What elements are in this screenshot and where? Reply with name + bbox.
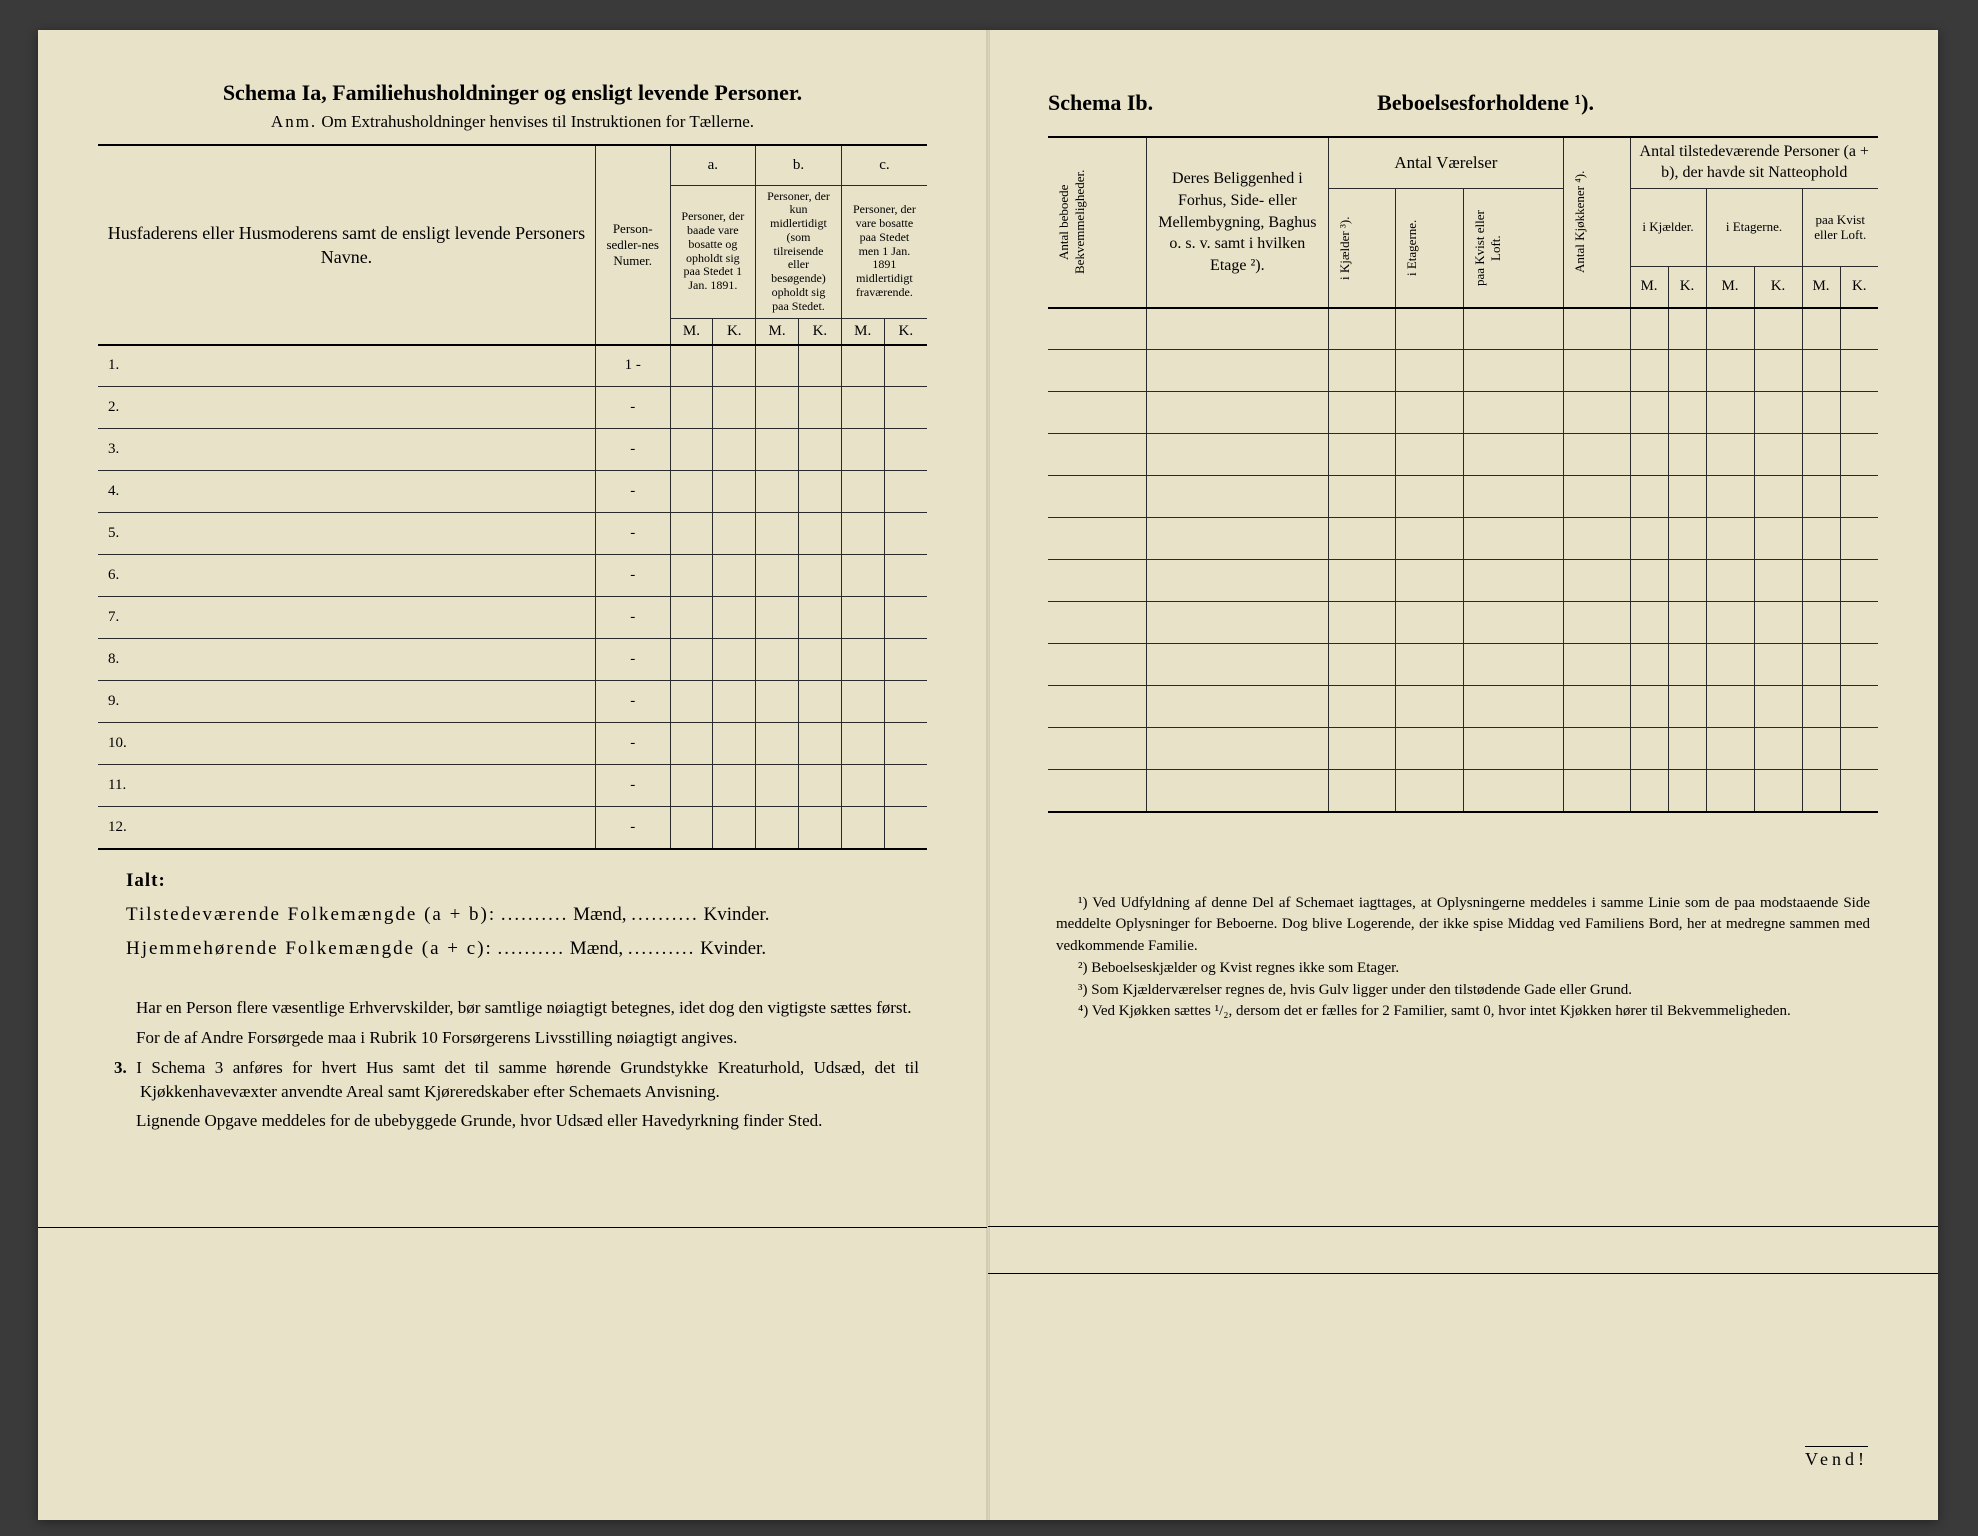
horizontal-rule-artifact-right-2: [988, 1273, 1938, 1274]
personsedler-cell: 1 -: [595, 345, 670, 387]
col-names: Husfaderens eller Husmoderens samt de en…: [98, 145, 595, 345]
personsedler-cell: -: [595, 597, 670, 639]
row-number: 6.: [98, 555, 595, 597]
personsedler-cell: -: [595, 681, 670, 723]
col-antal-vaerelser: Antal Værelser: [1329, 137, 1564, 188]
row-number: 5.: [98, 513, 595, 555]
table-row: 10.-: [98, 723, 927, 765]
row-number: 8.: [98, 639, 595, 681]
table-row: [1048, 308, 1878, 350]
table-1b: Antal beboede Bekvemmeligheder. Deres Be…: [1048, 136, 1878, 813]
right-footnotes: ¹) Ved Udfyldning af denne Del af Schema…: [1048, 893, 1878, 1024]
table-1a: Husfaderens eller Husmoderens samt de en…: [98, 144, 927, 850]
col-a-desc: Personer, der baade vare bosatte og opho…: [670, 185, 756, 318]
col-a-label: a.: [670, 145, 756, 185]
table-row: 1.1 -: [98, 345, 927, 387]
personsedler-cell: -: [595, 471, 670, 513]
table-row: 3.-: [98, 429, 927, 471]
table-row: [1048, 602, 1878, 644]
personsedler-cell: -: [595, 387, 670, 429]
col-b-desc: Personer, der kun midlertidigt (som tilr…: [756, 185, 842, 318]
col-b-label: b.: [756, 145, 842, 185]
schema-1b-title: Beboelsesforholdene ¹).: [1377, 90, 1594, 116]
totals-block: Ialt: Tilstedeværende Folkemængde (a + b…: [98, 864, 927, 967]
col-antal-beboede: Antal beboede Bekvemmeligheder.: [1054, 147, 1090, 297]
table-row: [1048, 518, 1878, 560]
table-row: 8.-: [98, 639, 927, 681]
horizontal-rule-artifact: [38, 1227, 987, 1228]
col-antal-kjokkener: Antal Kjøkkener ⁴).: [1570, 147, 1590, 297]
table-row: 12.-: [98, 807, 927, 849]
row-number: 2.: [98, 387, 595, 429]
personsedler-cell: -: [595, 639, 670, 681]
table-row: [1048, 686, 1878, 728]
vend-label: Vend!: [1805, 1446, 1868, 1470]
schema-1a-subtitle: Anm. Om Extrahusholdninger henvises til …: [98, 112, 927, 132]
personsedler-cell: -: [595, 429, 670, 471]
row-number: 1.: [98, 345, 595, 387]
table-row: [1048, 392, 1878, 434]
table-row: [1048, 434, 1878, 476]
personsedler-cell: -: [595, 723, 670, 765]
row-number: 9.: [98, 681, 595, 723]
row-number: 7.: [98, 597, 595, 639]
left-footnotes: Har en Person flere væsentlige Erhvervsk…: [98, 996, 927, 1133]
row-number: 11.: [98, 765, 595, 807]
table-row: [1048, 728, 1878, 770]
row-number: 10.: [98, 723, 595, 765]
table-row: [1048, 476, 1878, 518]
personsedler-cell: -: [595, 513, 670, 555]
table-row: 4.-: [98, 471, 927, 513]
col-c-desc: Personer, der vare bosatte paa Stedet me…: [841, 185, 927, 318]
personsedler-cell: -: [595, 807, 670, 849]
page-schema-1a: Schema Ia, Familiehusholdninger og ensli…: [38, 30, 988, 1520]
horizontal-rule-artifact-right: [988, 1226, 1938, 1227]
table-row: [1048, 770, 1878, 812]
table-row: [1048, 350, 1878, 392]
col-c-label: c.: [841, 145, 927, 185]
table-row: 11.-: [98, 765, 927, 807]
row-number: 3.: [98, 429, 595, 471]
personsedler-cell: -: [595, 555, 670, 597]
table-row: 9.-: [98, 681, 927, 723]
table-row: 2.-: [98, 387, 927, 429]
page-schema-1b: Schema Ib. Beboelsesforholdene ¹). Antal…: [988, 30, 1938, 1520]
col-natteophold: Antal tilstedeværende Personer (a + b), …: [1630, 137, 1878, 188]
table-row: 7.-: [98, 597, 927, 639]
row-number: 12.: [98, 807, 595, 849]
personsedler-cell: -: [595, 765, 670, 807]
table-row: [1048, 644, 1878, 686]
row-number: 4.: [98, 471, 595, 513]
table-row: 5.-: [98, 513, 927, 555]
schema-1b-label: Schema Ib.: [1048, 90, 1153, 116]
table-row: [1048, 560, 1878, 602]
table-row: 6.-: [98, 555, 927, 597]
col-personsedler: Person-sedler-nes Numer.: [595, 145, 670, 345]
schema-1a-title: Schema Ia, Familiehusholdninger og ensli…: [98, 80, 927, 106]
col-beliggenhed: Deres Beliggenhed i Forhus, Side- eller …: [1146, 137, 1329, 308]
